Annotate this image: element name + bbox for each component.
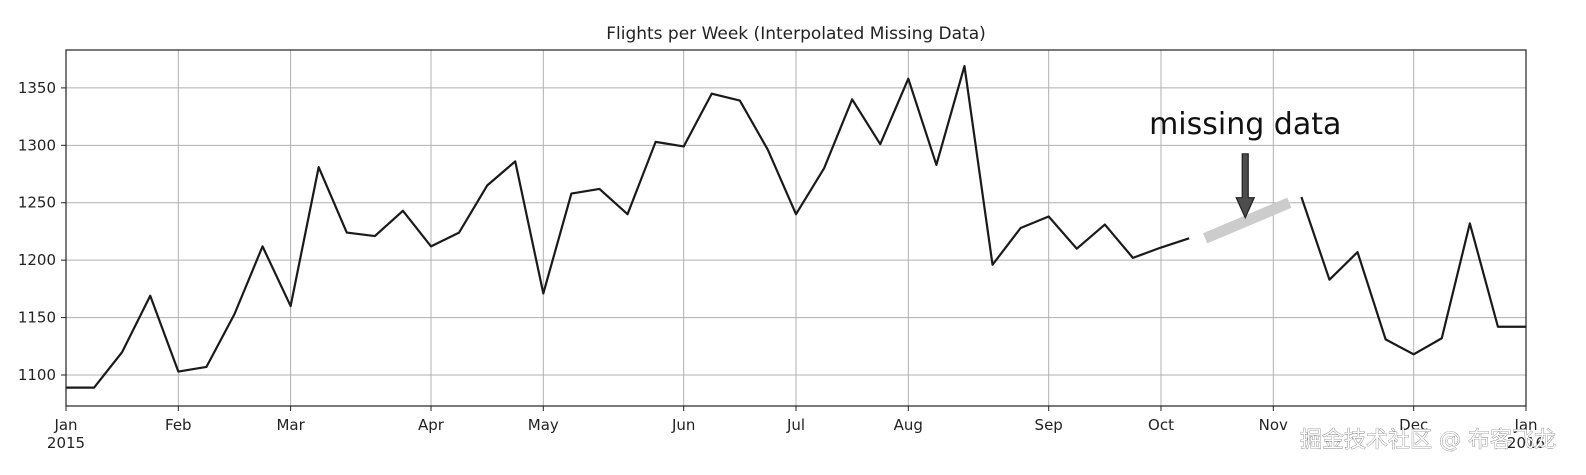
series-line <box>1300 196 1526 356</box>
x-tick-label: Apr <box>418 416 445 434</box>
y-tick-label: 1100 <box>18 366 56 384</box>
x-tick-label: Nov <box>1259 416 1288 434</box>
y-tick-label: 1150 <box>18 309 56 327</box>
interpolated-segment <box>1202 197 1292 244</box>
y-tick-label: 1200 <box>18 251 56 269</box>
y-tick-label: 1350 <box>18 79 56 97</box>
x-tick-label: Dec <box>1399 416 1428 434</box>
x-tick-year-label: 2016 <box>1507 434 1545 452</box>
y-tick-label: 1300 <box>18 136 56 154</box>
annotation-arrow <box>1235 153 1256 220</box>
y-axis: 1100 1150 1200 1250 1300 1350 <box>18 79 66 384</box>
x-tick-year-label: 2015 <box>47 434 85 452</box>
x-tick-label: May <box>528 416 559 434</box>
plot-frame <box>65 49 1527 407</box>
chart-title: Flights per Week (Interpolated Missing D… <box>606 24 986 44</box>
y-tick-label: 1250 <box>18 194 56 212</box>
grid-lines <box>65 50 1527 406</box>
x-tick-label: Feb <box>165 416 192 434</box>
x-tick-label: Jan <box>53 416 77 434</box>
x-tick-label: Mar <box>276 416 305 434</box>
annotations: missing data <box>1149 107 1341 220</box>
watermark-text: 掘金技术社区 @ 布客飞龙 <box>1300 428 1556 453</box>
series-lines <box>66 64 1526 389</box>
x-tick-label: Jan <box>1513 416 1537 434</box>
x-tick-label: Jul <box>786 416 805 434</box>
interpolated-line <box>1202 197 1292 244</box>
x-tick-label: Oct <box>1148 416 1174 434</box>
x-tick-label: Aug <box>894 416 923 434</box>
x-tick-label: Jun <box>671 416 695 434</box>
x-tick-label: Sep <box>1035 416 1063 434</box>
series-line <box>66 64 1190 389</box>
annotation-text: missing data <box>1149 107 1341 142</box>
